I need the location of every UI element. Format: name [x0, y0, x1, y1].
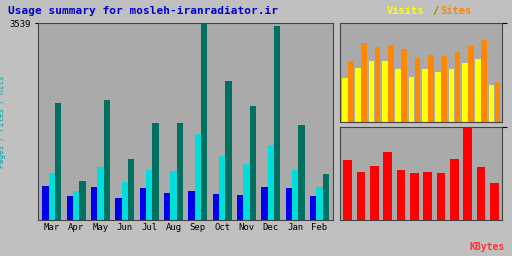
Bar	[437, 173, 445, 220]
Bar	[415, 58, 420, 122]
Bar	[164, 194, 170, 220]
Bar	[428, 55, 434, 122]
Bar	[152, 123, 159, 220]
Bar	[170, 171, 177, 220]
Bar	[450, 159, 459, 220]
Bar	[435, 72, 441, 122]
Bar	[369, 61, 374, 122]
Bar	[177, 123, 183, 220]
Bar	[243, 164, 249, 220]
Bar	[122, 182, 128, 220]
Bar	[397, 170, 406, 220]
Bar	[477, 167, 485, 220]
Text: Visits: Visits	[387, 6, 424, 16]
Bar	[237, 195, 243, 220]
Text: KBytes: KBytes	[469, 242, 504, 252]
Bar	[383, 153, 392, 220]
Bar	[422, 69, 428, 122]
Bar	[195, 134, 201, 220]
Bar	[388, 45, 394, 122]
Bar	[423, 172, 432, 220]
Bar	[409, 77, 414, 122]
Bar	[348, 61, 354, 122]
Bar	[361, 43, 367, 122]
Bar	[395, 69, 401, 122]
Bar	[323, 175, 329, 220]
Bar	[292, 170, 298, 220]
Bar	[495, 82, 500, 122]
Bar	[286, 188, 292, 220]
Bar	[268, 145, 274, 220]
Bar	[375, 47, 380, 122]
Bar	[488, 85, 494, 122]
Bar	[73, 191, 79, 220]
Bar	[310, 196, 316, 220]
Bar	[79, 181, 86, 220]
Bar	[201, 23, 207, 220]
Bar	[370, 166, 379, 220]
Bar	[316, 187, 323, 220]
Bar	[382, 61, 388, 122]
Bar	[455, 52, 460, 122]
Bar	[449, 69, 454, 122]
Bar	[357, 172, 366, 220]
Bar	[188, 191, 195, 220]
Bar	[140, 188, 146, 220]
Bar	[274, 26, 280, 220]
Bar	[115, 198, 122, 220]
Bar	[355, 68, 361, 122]
Bar	[401, 49, 407, 122]
Text: Usage summary for mosleh-iranradiator.ir: Usage summary for mosleh-iranradiator.ir	[8, 6, 278, 16]
Bar	[463, 127, 472, 220]
Bar	[481, 40, 487, 122]
Bar	[212, 194, 219, 220]
Bar	[261, 187, 268, 220]
Bar	[49, 173, 55, 220]
Bar	[298, 125, 305, 220]
Bar	[462, 63, 467, 122]
Bar	[67, 196, 73, 220]
Bar	[468, 46, 474, 122]
Bar	[97, 167, 103, 220]
Bar	[249, 106, 256, 220]
Bar	[103, 100, 110, 220]
Bar	[219, 156, 225, 220]
Bar	[146, 170, 152, 220]
Bar	[475, 59, 481, 122]
Bar	[344, 160, 352, 220]
Text: /: /	[433, 6, 439, 16]
Text: Sites: Sites	[440, 6, 472, 16]
Bar	[55, 103, 61, 220]
Bar	[225, 81, 231, 220]
Y-axis label: Pages / Files / Hits: Pages / Files / Hits	[0, 75, 7, 168]
Bar	[441, 56, 447, 122]
Bar	[342, 78, 348, 122]
Bar	[490, 183, 499, 220]
Bar	[410, 173, 419, 220]
Bar	[42, 186, 49, 220]
Bar	[128, 159, 134, 220]
Bar	[91, 187, 97, 220]
